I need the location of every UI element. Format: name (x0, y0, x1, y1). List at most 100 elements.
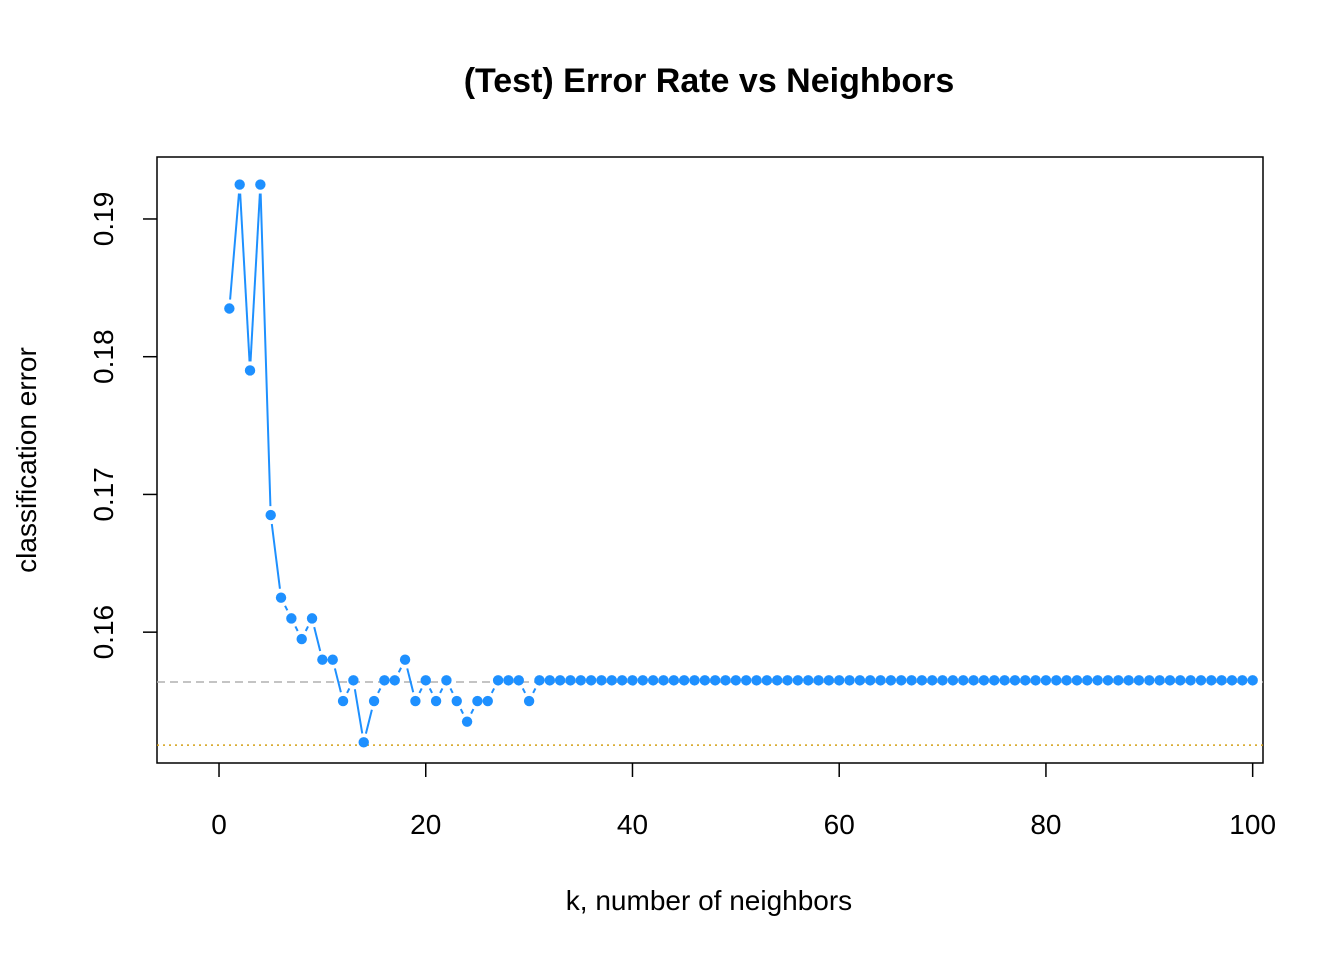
data-point (834, 675, 845, 686)
data-point (906, 675, 917, 686)
data-point (627, 675, 638, 686)
data-point (792, 675, 804, 686)
y-tick-label: 0.16 (88, 605, 119, 660)
series-segment (459, 708, 464, 715)
x-tick-label: 80 (1030, 809, 1061, 840)
data-point (844, 675, 855, 686)
y-tick-label: 0.17 (88, 467, 119, 522)
data-point (947, 675, 959, 686)
data-point (503, 675, 514, 686)
series-line-segments (229, 193, 537, 734)
data-point (699, 675, 711, 686)
data-point (513, 675, 524, 686)
data-point (451, 695, 462, 707)
data-point (875, 675, 886, 686)
data-point (1123, 675, 1134, 686)
data-point (927, 675, 938, 686)
data-point (492, 675, 504, 686)
data-point (1113, 675, 1124, 686)
data-point (1030, 675, 1041, 686)
data-point (461, 716, 473, 727)
series-segment (521, 687, 526, 694)
data-point (337, 695, 349, 707)
data-point (554, 675, 566, 686)
series-segment (532, 687, 537, 694)
data-point (327, 654, 338, 665)
y-tick-label: 0.18 (88, 329, 119, 384)
data-point (1144, 675, 1155, 686)
data-point (575, 675, 586, 686)
data-point (720, 675, 731, 686)
data-point (958, 675, 969, 686)
data-point (1247, 675, 1258, 686)
x-axis: 0 20 40 60 80 100 (211, 763, 1276, 840)
data-point (802, 675, 814, 686)
x-tick-label: 20 (410, 809, 441, 840)
data-point (968, 675, 979, 686)
data-point (1051, 675, 1062, 686)
data-point (761, 675, 773, 686)
data-point (255, 179, 266, 190)
data-point (306, 613, 318, 624)
data-point (224, 303, 235, 314)
series-segment (490, 687, 495, 694)
data-point (730, 675, 742, 686)
data-point (782, 675, 793, 686)
data-point (1226, 675, 1238, 686)
data-point (658, 675, 669, 686)
series-segment (377, 687, 382, 694)
data-point (544, 675, 555, 686)
data-point (358, 737, 369, 748)
series-segment (364, 709, 373, 734)
data-points (224, 179, 1258, 748)
data-point (1020, 675, 1031, 686)
data-point (865, 675, 876, 686)
data-point (885, 675, 897, 686)
data-point (265, 509, 276, 521)
data-point (1102, 675, 1114, 686)
plot-frame (156, 156, 1264, 764)
data-point (317, 654, 328, 665)
data-point (616, 675, 628, 686)
x-tick-label: 0 (211, 809, 227, 840)
data-point (999, 675, 1010, 686)
data-point (1040, 675, 1052, 686)
data-point (1061, 675, 1072, 686)
data-point (348, 675, 359, 686)
data-point (668, 675, 680, 686)
data-point (389, 675, 400, 686)
data-point (823, 675, 835, 686)
series-segment (284, 605, 289, 611)
data-point (286, 613, 297, 624)
chart-title: (Test) Error Rate vs Neighbors (464, 62, 955, 100)
series-segment (406, 668, 415, 693)
data-point (813, 675, 824, 686)
data-point (565, 675, 576, 686)
y-axis-label: classification error (11, 347, 42, 573)
x-tick-label: 40 (617, 809, 648, 840)
y-tick-label: 0.19 (88, 192, 119, 247)
series-segment (239, 193, 251, 362)
data-point (472, 695, 483, 707)
data-point (751, 675, 762, 686)
data-point (1154, 675, 1165, 686)
data-point (647, 675, 659, 686)
series-segment (259, 193, 272, 507)
series-segment (294, 625, 299, 632)
data-point (430, 695, 442, 707)
data-point (916, 675, 928, 686)
series-segment (397, 667, 402, 673)
data-point (1175, 675, 1186, 686)
data-point (1092, 675, 1103, 686)
data-point (1133, 675, 1145, 686)
series-segment (249, 193, 261, 362)
series-segment (428, 687, 433, 694)
data-point (637, 675, 649, 686)
data-point (234, 179, 245, 190)
x-tick-label: 100 (1229, 809, 1276, 840)
data-point (296, 633, 307, 645)
series-segment (439, 687, 444, 694)
data-point (606, 675, 618, 686)
data-point (441, 675, 452, 686)
